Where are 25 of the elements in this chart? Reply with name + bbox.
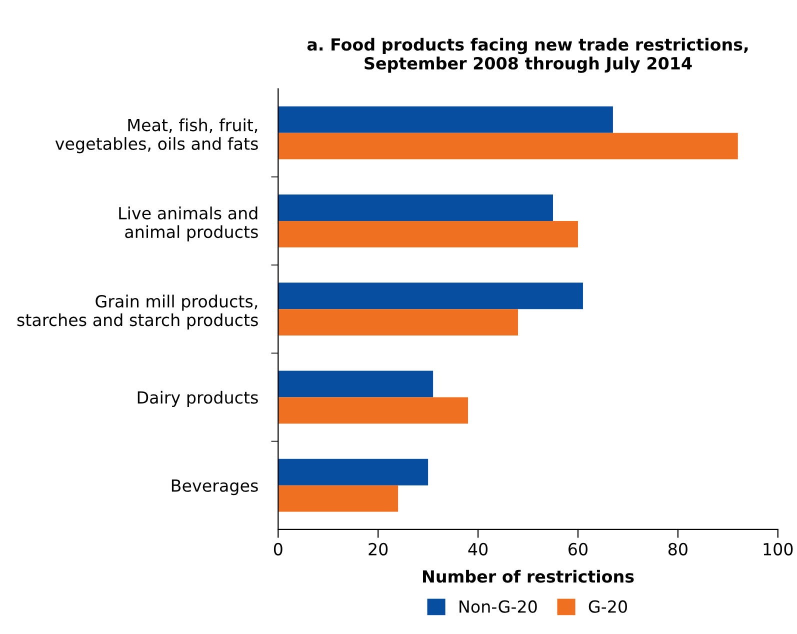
x-tick-label: 100 xyxy=(764,542,793,556)
x-tick-label: 0 xyxy=(274,542,282,556)
y-tick-label: Grain mill products, starches and starch products xyxy=(17,294,258,330)
bar xyxy=(278,309,518,336)
x-tick-label: 40 xyxy=(468,542,488,556)
y-tick-label: Live animals and animal products xyxy=(119,206,258,242)
bar xyxy=(278,370,434,398)
legend-label: G-20 xyxy=(588,600,627,613)
bar xyxy=(278,106,613,133)
legend-label: Non-G-20 xyxy=(460,600,537,613)
bar xyxy=(278,458,428,486)
bar xyxy=(278,132,738,160)
y-tick-label: Meat, fish, fruit, vegetables, oils and fats xyxy=(55,118,258,154)
bar xyxy=(278,485,398,512)
bar xyxy=(278,220,578,248)
bar xyxy=(278,397,468,424)
y-tick-label: Beverages xyxy=(172,480,258,496)
x-tick-label: 80 xyxy=(668,542,688,556)
x-axis-title: Number of restrictions xyxy=(423,570,634,583)
x-tick-label: 60 xyxy=(568,542,588,556)
x-tick-label: 20 xyxy=(368,542,388,556)
bar xyxy=(278,194,553,221)
chart-title: a. Food products facing new trade restrictions, September 2008 through July 2014 xyxy=(307,38,748,73)
bar xyxy=(278,282,583,310)
y-tick-label: Dairy products xyxy=(138,390,258,407)
